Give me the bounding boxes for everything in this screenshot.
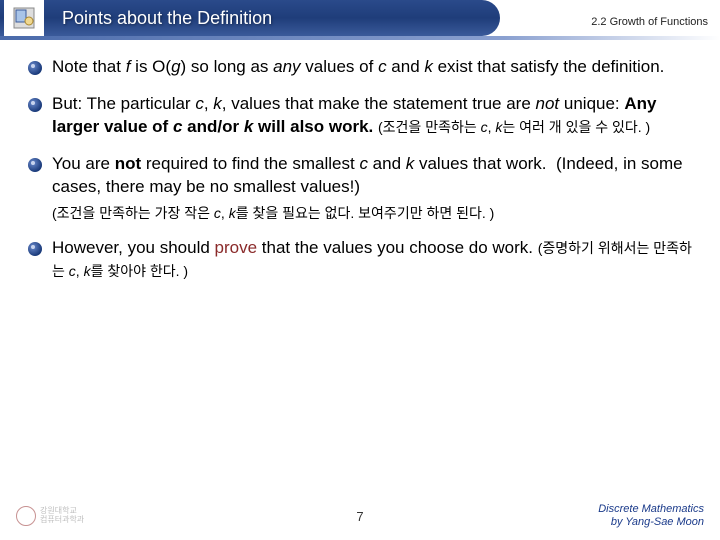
page-number: 7: [356, 509, 363, 524]
bullet-icon: [28, 61, 42, 75]
bullet-text: You are not required to find the smalles…: [52, 153, 692, 199]
header-icon: [4, 0, 44, 36]
bullet-icon: [28, 98, 42, 112]
footer-logo: 강원대학교컴퓨터과학과: [16, 504, 86, 528]
section-label: 2.2 Growth of Functions: [591, 16, 708, 28]
bullet-item: You are not required to find the smalles…: [28, 153, 692, 199]
bullet-item: However, you should prove that the value…: [28, 237, 692, 283]
logo-text: 강원대학교컴퓨터과학과: [40, 507, 84, 525]
bullet-item: But: The particular c, k, values that ma…: [28, 93, 692, 139]
header-underline: [0, 36, 720, 40]
logo-circle-icon: [16, 506, 36, 526]
course-title: Discrete Mathematics: [598, 503, 704, 515]
bullet-text: Note that f is O(g) so long as any value…: [52, 56, 664, 79]
bullet-subtext: (조건을 만족하는 가장 작은 c, k를 찾을 필요는 없다. 보여주기만 하…: [52, 203, 692, 223]
slide-title: Points about the Definition: [62, 8, 272, 29]
footer-course: Discrete Mathematics by Yang-Sae Moon: [598, 503, 704, 531]
bullet-text: However, you should prove that the value…: [52, 237, 692, 283]
bullet-text: But: The particular c, k, values that ma…: [52, 93, 692, 139]
bullet-item: Note that f is O(g) so long as any value…: [28, 56, 692, 79]
slide-content: Note that f is O(g) so long as any value…: [0, 42, 720, 283]
course-author: by Yang-Sae Moon: [611, 516, 704, 528]
bullet-icon: [28, 158, 42, 172]
slide-footer: 강원대학교컴퓨터과학과 7 Discrete Mathematics by Ya…: [0, 503, 720, 531]
header-bar: Points about the Definition: [0, 0, 500, 36]
bullet-icon: [28, 242, 42, 256]
slide-header: Points about the Definition 2.2 Growth o…: [0, 0, 720, 42]
